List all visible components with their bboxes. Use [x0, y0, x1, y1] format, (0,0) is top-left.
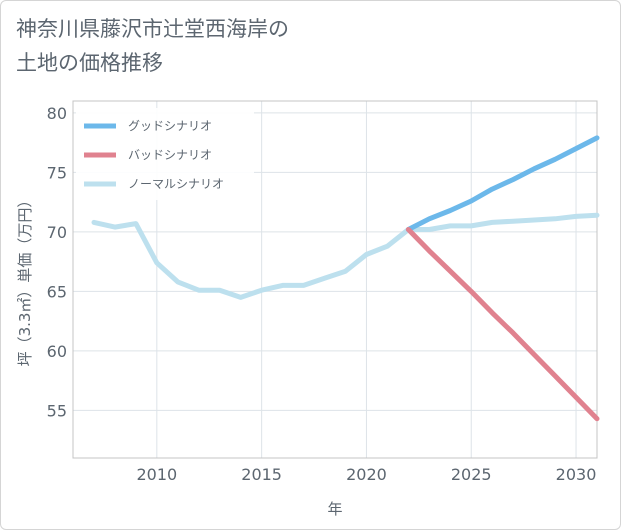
series-line-0 — [405, 135, 600, 232]
x-axis-label: 年 — [327, 500, 342, 518]
x-tick-label: 2025 — [451, 465, 492, 484]
y-tick-label: 60 — [47, 342, 67, 361]
legend-label: ノーマルシナリオ — [128, 177, 224, 191]
series-lines — [91, 135, 600, 422]
plot-area-frame — [72, 100, 598, 459]
y-tick-label: 80 — [47, 104, 67, 123]
chart-title: 神奈川県藤沢市辻堂西海岸の 土地の価格推移 — [16, 12, 436, 80]
legend-label: グッドシナリオ — [128, 119, 212, 133]
y-tick-label: 55 — [47, 401, 67, 420]
chart-title-line2: 土地の価格推移 — [16, 51, 163, 75]
y-tick-label: 65 — [47, 282, 67, 301]
legend-label: バッドシナリオ — [128, 148, 212, 162]
series-line-2 — [91, 212, 600, 300]
x-tick-label: 2020 — [346, 465, 387, 484]
tick-labels: 55 60 65 70 75 80 2010 2015 2020 2025 2030 — [47, 104, 597, 484]
y-axis-label: 坪（3.3㎡）単価（万円） — [16, 193, 34, 367]
series-line-1 — [405, 227, 600, 422]
x-tick-label: 2010 — [136, 465, 177, 484]
x-tick-label: 2030 — [556, 465, 597, 484]
y-tick-label: 70 — [47, 223, 67, 242]
y-tick-label: 75 — [47, 163, 67, 182]
chart-title-line1: 神奈川県藤沢市辻堂西海岸の — [16, 17, 289, 41]
x-tick-label: 2015 — [241, 465, 282, 484]
